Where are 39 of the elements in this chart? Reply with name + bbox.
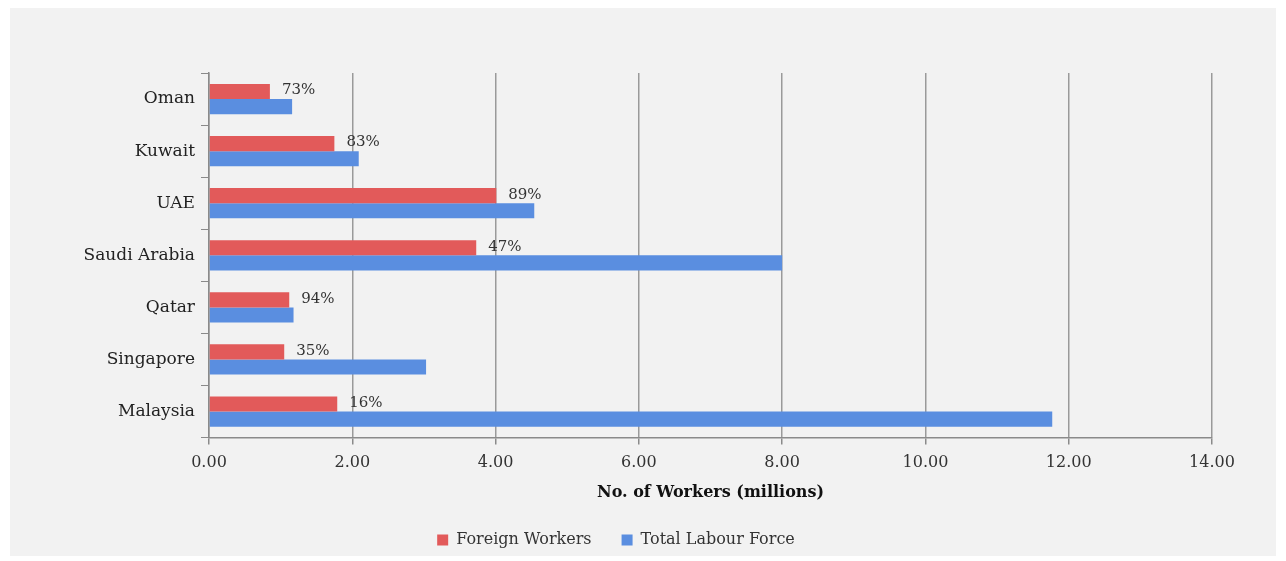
x-tick-label: 12.00 (1045, 452, 1092, 472)
y-tick-label: Qatar (145, 295, 196, 316)
y-tick-label: UAE (156, 191, 195, 212)
y-tick-label: Kuwait (134, 139, 196, 160)
bar (209, 83, 270, 100)
y-tick-label: Oman (143, 87, 196, 108)
x-tick-label: 4.00 (477, 452, 514, 472)
bar (209, 344, 285, 360)
x-tick-label: 10.00 (902, 452, 949, 472)
annotation: 35% (296, 340, 330, 359)
y-tick-label: Saudi Arabia (83, 243, 195, 264)
annotation: 89% (508, 184, 542, 203)
bar (209, 396, 338, 412)
y-tick-label: Malaysia (117, 399, 195, 420)
y-tick-label: Singapore (106, 347, 195, 368)
x-tick-label: 0.00 (191, 452, 227, 472)
bar (209, 307, 294, 323)
bar (209, 151, 359, 167)
legend-label: Foreign Workers (456, 529, 592, 549)
bar (209, 292, 290, 308)
bar (209, 203, 535, 219)
annotation: 16% (349, 392, 383, 411)
x-axis-title: No. of Workers (millions) (596, 481, 825, 501)
bar (209, 255, 783, 271)
annotation: 94% (301, 288, 335, 307)
bar (209, 188, 497, 204)
annotation: 47% (488, 236, 522, 255)
x-tick-label: 6.00 (621, 452, 657, 472)
bar (209, 411, 1053, 427)
bar (209, 99, 293, 115)
x-tick-label: 2.00 (334, 452, 371, 472)
legend-label: Total Labour Force (640, 529, 795, 549)
bar (209, 240, 477, 256)
x-tick-label: 14.00 (1189, 452, 1235, 472)
bar (209, 136, 335, 152)
annotation: 83% (346, 132, 380, 151)
bar (209, 359, 427, 375)
x-tick-label: 8.00 (764, 452, 800, 472)
annotation: 73% (281, 80, 316, 99)
